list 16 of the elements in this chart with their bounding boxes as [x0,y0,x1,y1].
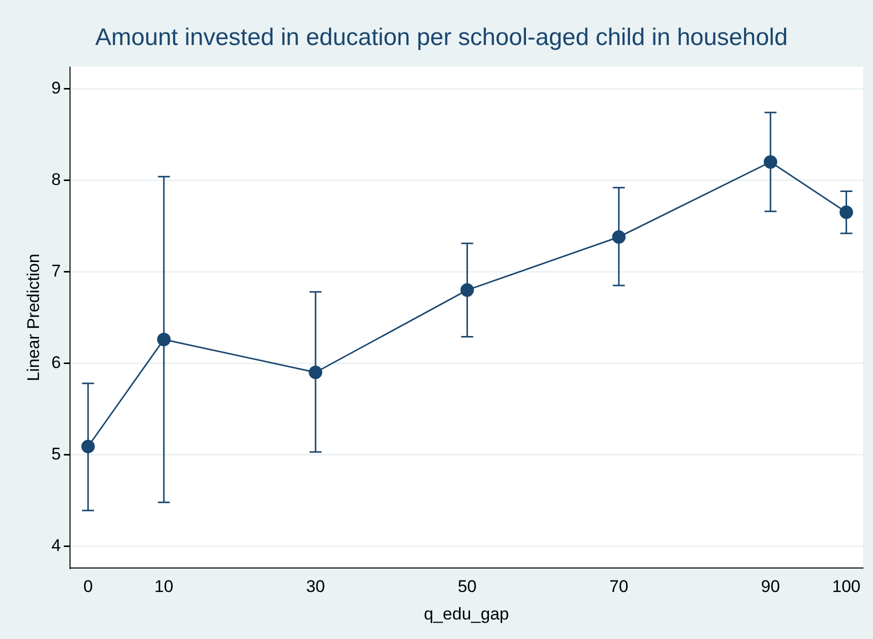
x-axis-title: q_edu_gap [424,604,509,624]
y-tick-label: 6 [51,352,61,372]
y-axis-title: Linear Prediction [24,254,43,382]
y-tick-label: 8 [51,170,61,189]
y-tick-label: 5 [51,444,61,464]
x-tick-label: 0 [83,577,93,596]
x-tick-label: 90 [761,577,780,596]
chart-title: Amount invested in education per school-aged child in household [95,24,788,52]
x-tick-label: 10 [154,577,174,596]
y-tick-label: 7 [51,261,61,280]
x-tick-label: 50 [458,577,477,596]
x-tick-label: 30 [306,577,325,596]
y-tick-label: 4 [51,536,61,555]
x-tick-label: 70 [609,577,628,596]
y-tick-label: 9 [51,78,61,98]
x-tick-label: 100 [832,577,861,596]
